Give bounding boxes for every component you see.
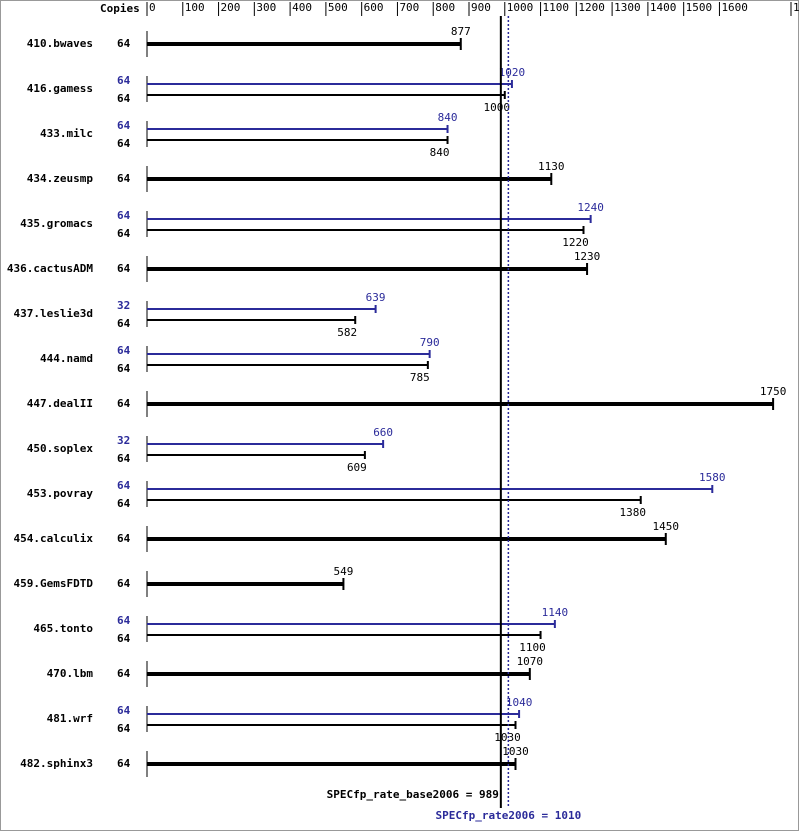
- x-tick-label: 1800: [793, 1, 799, 14]
- benchmark-name: 416.gamess: [27, 82, 93, 95]
- x-tick-label: 500: [328, 1, 348, 14]
- value-label: 1580: [699, 471, 726, 484]
- benchmark-name: 454.calculix: [14, 532, 94, 545]
- value-label: 1070: [517, 655, 544, 668]
- copies-header: Copies: [100, 2, 140, 15]
- benchmark-name: 482.sphinx3: [20, 757, 93, 770]
- copies: 64: [117, 227, 131, 240]
- value-label: 1030: [494, 731, 521, 744]
- copies: 64: [117, 119, 131, 132]
- x-tick-label: 1300: [614, 1, 641, 14]
- copies: 64: [117, 317, 131, 330]
- x-tick-label: 1000: [507, 1, 534, 14]
- value-label: 840: [438, 111, 458, 124]
- copies: 64: [117, 37, 131, 50]
- copies: 64: [117, 74, 131, 87]
- copies: 64: [117, 262, 131, 275]
- value-label: 1020: [499, 66, 526, 79]
- value-label: 1750: [760, 385, 787, 398]
- value-label: 1140: [542, 606, 569, 619]
- benchmark-name: 435.gromacs: [20, 217, 93, 230]
- value-label: 1130: [538, 160, 565, 173]
- copies: 64: [117, 614, 131, 627]
- value-label: 1000: [484, 101, 511, 114]
- copies: 64: [117, 137, 131, 150]
- x-tick-label: 1100: [543, 1, 570, 14]
- x-tick-label: 1600: [721, 1, 748, 14]
- x-tick-label: 1500: [686, 1, 713, 14]
- value-label: 639: [366, 291, 386, 304]
- copies: 64: [117, 344, 131, 357]
- x-tick-label: 700: [399, 1, 419, 14]
- benchmark-name: 447.dealII: [27, 397, 93, 410]
- copies: 64: [117, 497, 131, 510]
- value-label: 609: [347, 461, 367, 474]
- benchmark-name: 437.leslie3d: [14, 307, 93, 320]
- copies: 64: [117, 452, 131, 465]
- copies: 64: [117, 209, 131, 222]
- value-label: 1450: [653, 520, 680, 533]
- benchmark-name: 459.GemsFDTD: [14, 577, 94, 590]
- x-tick-label: 1400: [650, 1, 677, 14]
- benchmark-name: 433.milc: [40, 127, 93, 140]
- value-label: 877: [451, 25, 471, 38]
- benchmark-name: 410.bwaves: [27, 37, 93, 50]
- copies: 64: [117, 667, 131, 680]
- benchmark-name: 481.wrf: [47, 712, 93, 725]
- copies: 64: [117, 172, 131, 185]
- copies: 64: [117, 704, 131, 717]
- x-tick-label: 100: [185, 1, 205, 14]
- x-tick-label: 400: [292, 1, 312, 14]
- value-label: 549: [333, 565, 353, 578]
- value-label: 785: [410, 371, 430, 384]
- copies: 64: [117, 722, 131, 735]
- x-tick-label: 900: [471, 1, 491, 14]
- value-label: 840: [430, 146, 450, 159]
- benchmark-name: 470.lbm: [47, 667, 94, 680]
- value-label: 1380: [619, 506, 646, 519]
- value-label: 1040: [506, 696, 533, 709]
- value-label: 1240: [577, 201, 604, 214]
- value-label: 1230: [574, 250, 601, 263]
- copies: 64: [117, 632, 131, 645]
- copies: 64: [117, 757, 131, 770]
- benchmark-name: 436.cactusADM: [7, 262, 93, 275]
- value-label: 1030: [502, 745, 529, 758]
- benchmark-name: 444.namd: [40, 352, 93, 365]
- x-tick-label: 800: [435, 1, 455, 14]
- value-label: 1220: [562, 236, 589, 249]
- value-label: 790: [420, 336, 440, 349]
- copies: 64: [117, 532, 131, 545]
- copies: 64: [117, 577, 131, 590]
- benchmark-name: 453.povray: [27, 487, 94, 500]
- value-label: 660: [373, 426, 393, 439]
- benchmark-name: 450.soplex: [27, 442, 94, 455]
- x-tick-label: 1200: [578, 1, 605, 14]
- x-tick-label: 0: [149, 1, 156, 14]
- x-tick-label: 200: [221, 1, 241, 14]
- copies: 64: [117, 479, 131, 492]
- x-tick-label: 300: [256, 1, 276, 14]
- copies: 64: [117, 362, 131, 375]
- copies: 64: [117, 397, 131, 410]
- copies: 64: [117, 92, 131, 105]
- copies: 32: [117, 299, 130, 312]
- benchmark-name: 465.tonto: [33, 622, 93, 635]
- reference-label: SPECfp_rate2006 = 1010: [436, 809, 582, 822]
- copies: 32: [117, 434, 130, 447]
- x-tick-label: 600: [364, 1, 384, 14]
- value-label: 1100: [519, 641, 546, 654]
- benchmark-name: 434.zeusmp: [27, 172, 94, 185]
- value-label: 582: [337, 326, 357, 339]
- reference-label: SPECfp_rate_base2006 = 989: [327, 788, 499, 801]
